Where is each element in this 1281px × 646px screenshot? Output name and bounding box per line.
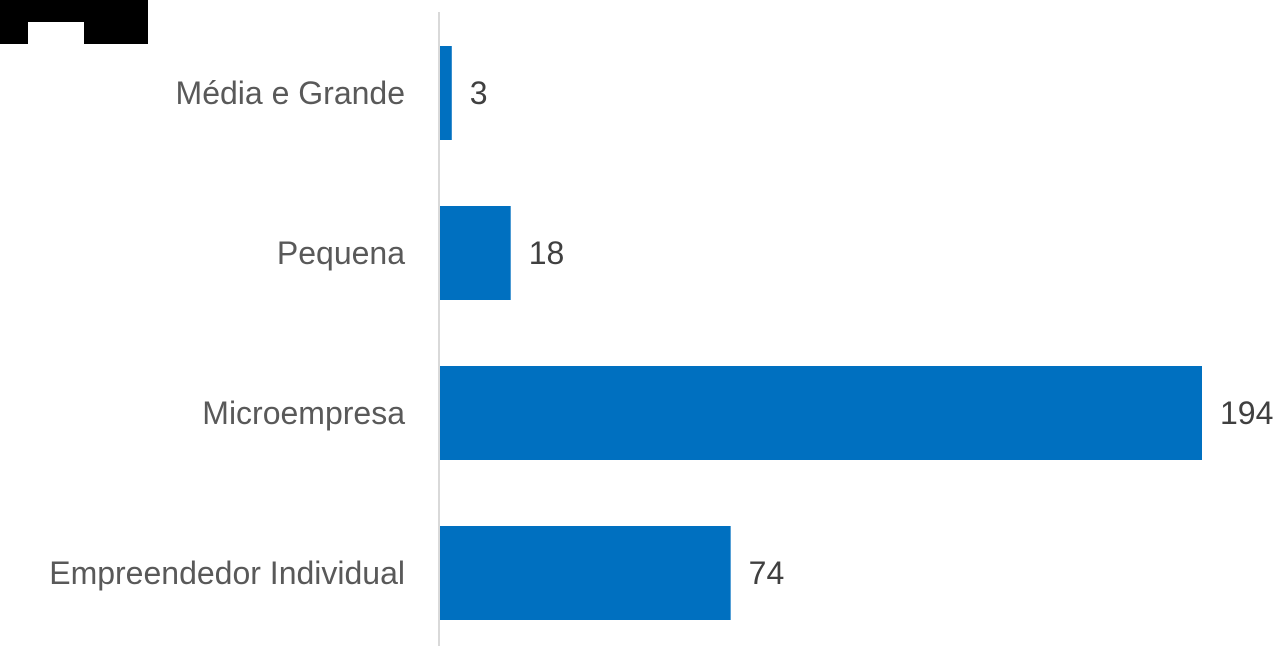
bar-3 xyxy=(440,526,731,620)
partial-logo-icon xyxy=(0,0,148,44)
bar-0 xyxy=(440,46,452,140)
data-labels: 3 18 194 74 xyxy=(470,75,1274,591)
bars-layer xyxy=(440,46,1202,620)
data-label-1: 18 xyxy=(529,235,565,271)
data-label-3: 74 xyxy=(749,555,785,591)
category-label-0: Média e Grande xyxy=(176,75,405,111)
category-label-1: Pequena xyxy=(277,235,405,271)
bar-2 xyxy=(440,366,1202,460)
category-label-3: Empreendedor Individual xyxy=(49,555,405,591)
data-label-0: 3 xyxy=(470,75,488,111)
data-label-2: 194 xyxy=(1220,395,1273,431)
bar-1 xyxy=(440,206,511,300)
category-label-2: Microempresa xyxy=(202,395,405,431)
category-labels: Média e Grande Pequena Microempresa Empreen… xyxy=(49,75,405,591)
